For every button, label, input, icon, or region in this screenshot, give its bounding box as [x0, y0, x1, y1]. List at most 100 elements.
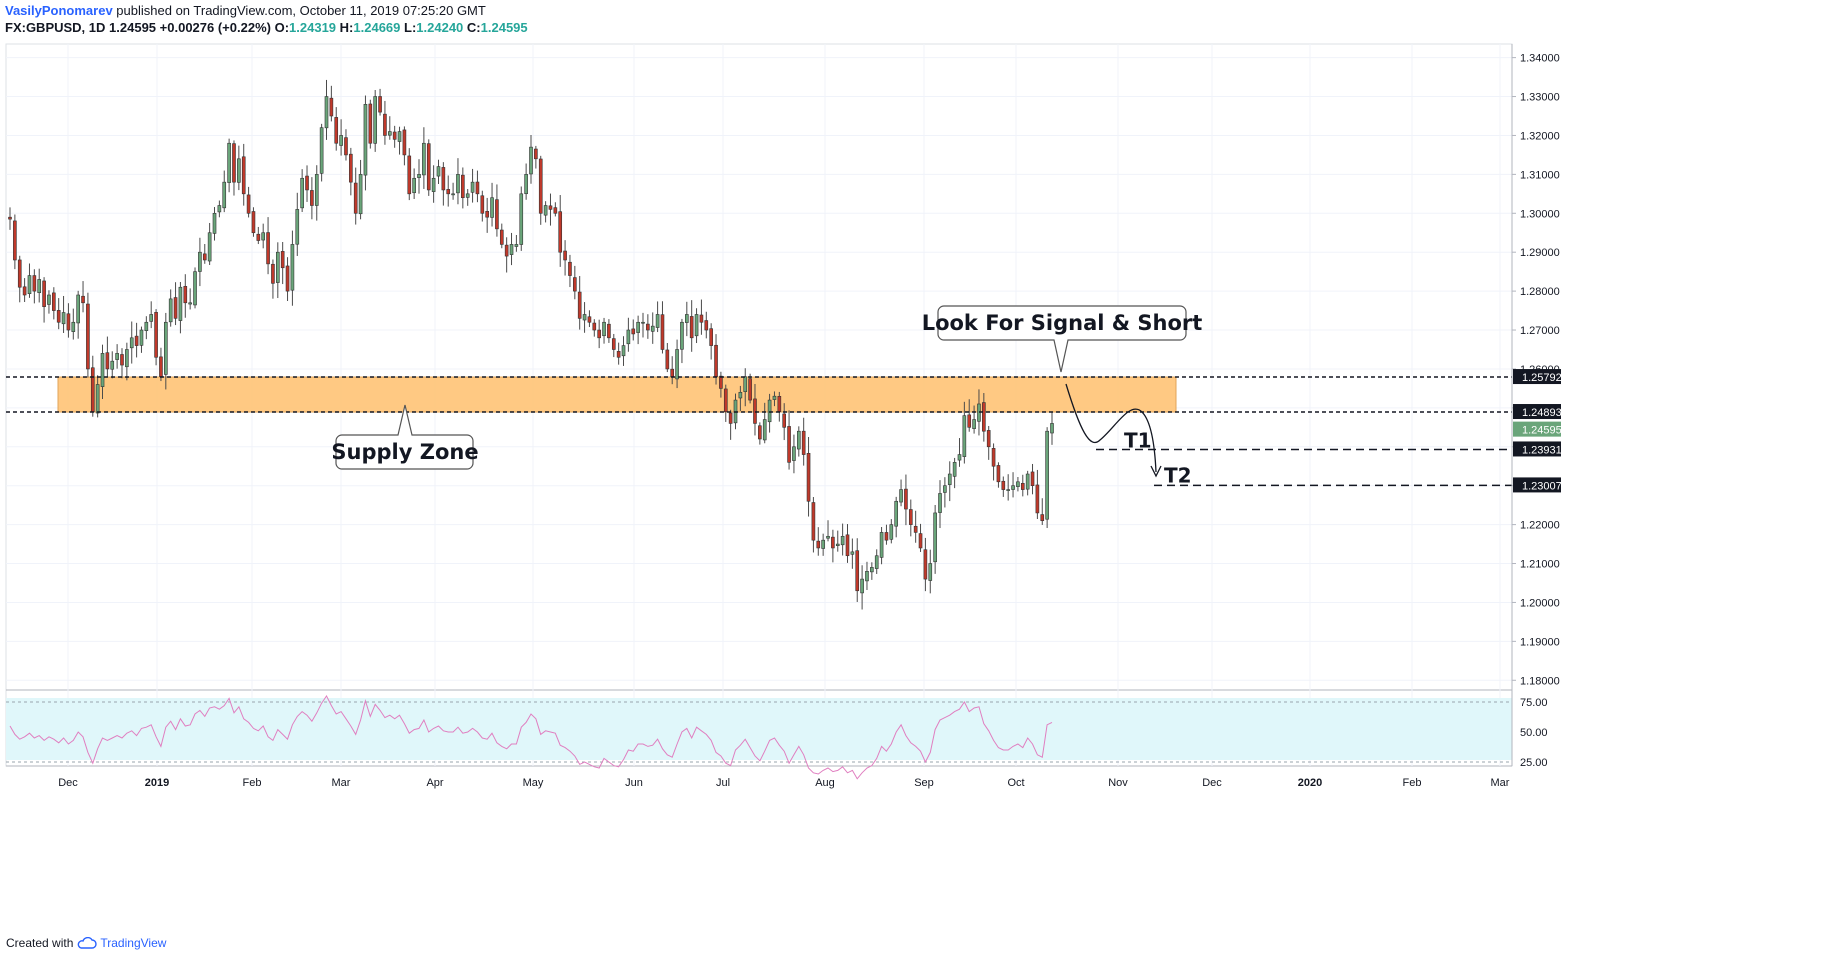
candle-body: [56, 310, 61, 323]
open-label: O:: [274, 20, 290, 35]
candle-up: [71, 308, 76, 340]
x-tick-label: Jul: [716, 777, 730, 789]
x-tick-label: 2019: [145, 777, 169, 789]
candle-body: [952, 462, 957, 477]
candle-up: [222, 170, 227, 213]
candle-body: [986, 430, 991, 448]
publish-info: published on TradingView.com, October 11…: [116, 3, 486, 18]
candle-down: [913, 510, 918, 543]
candle-body: [753, 398, 757, 424]
candle-body: [982, 402, 986, 432]
candle-up: [860, 565, 864, 610]
candle-down: [660, 301, 665, 354]
candle-down: [689, 300, 694, 352]
candle-body: [475, 181, 480, 195]
candle-up: [227, 138, 231, 193]
candle-body: [383, 113, 387, 136]
candle-body: [870, 567, 874, 573]
candle-body: [582, 314, 587, 321]
candle-body: [534, 148, 538, 160]
x-tick-label: Sep: [914, 777, 934, 789]
candle-down: [534, 145, 538, 169]
candle-down: [908, 499, 913, 537]
candle-down: [305, 165, 309, 202]
candle-up: [319, 123, 324, 182]
candle-body: [422, 142, 426, 176]
candle-up: [938, 480, 942, 529]
candle-up: [943, 477, 947, 508]
candle-down: [831, 529, 835, 563]
symbol-label[interactable]: FX:GBPUSD, 1D: [5, 20, 106, 35]
candle-up: [972, 405, 976, 434]
candle-down: [426, 139, 431, 196]
candle-body: [387, 131, 392, 136]
low-label: L:: [404, 20, 417, 35]
candle-body: [290, 244, 295, 291]
candle-body: [918, 533, 923, 549]
x-tick-label: Feb: [243, 777, 262, 789]
time-axis[interactable]: Dec 2019 Feb Mar Apr May Jun Jul Aug Sep Oct Nov Dec…: [58, 777, 1510, 789]
candle-body: [344, 137, 348, 156]
candle-down: [407, 148, 412, 201]
candle-up: [680, 318, 684, 364]
candle-down: [723, 384, 728, 422]
candle-body: [485, 211, 489, 218]
candle-body: [587, 316, 592, 323]
candle-body: [426, 143, 431, 191]
candle-body: [300, 177, 304, 209]
candle-body: [251, 211, 256, 234]
high-label: H:: [339, 20, 354, 35]
candle-up: [412, 168, 416, 199]
candle-body: [324, 96, 329, 129]
tradingview-brand[interactable]: TradingView: [77, 936, 166, 950]
candle-body: [787, 426, 791, 463]
last-price: 1.24595: [109, 20, 157, 35]
candle-body: [129, 337, 134, 349]
candle-body: [767, 399, 772, 423]
candle-body: [811, 502, 816, 541]
candle-up: [397, 126, 402, 155]
candle-down: [699, 299, 704, 335]
candle-body: [8, 216, 12, 220]
candle-body: [967, 414, 972, 428]
candle-up: [1016, 477, 1020, 492]
candle-body: [835, 543, 840, 546]
candle-up: [874, 549, 879, 574]
candle-down: [241, 143, 246, 206]
candle-body: [188, 302, 192, 305]
candle-body: [397, 131, 402, 142]
candle-body: [728, 412, 733, 424]
candle-body: [314, 174, 319, 206]
y-tick-label: 1.18000: [1520, 675, 1560, 687]
candle-down: [704, 311, 709, 339]
candle-down: [344, 129, 348, 161]
candle-body: [446, 189, 451, 195]
candle-up: [641, 312, 645, 338]
candle-body: [699, 314, 704, 323]
candle-body: [134, 335, 139, 346]
last-price-label-bg: [1513, 421, 1561, 437]
close-label: C:: [466, 20, 481, 35]
candle-down: [816, 527, 821, 556]
candle-body: [183, 285, 188, 304]
candle-down: [402, 126, 407, 166]
candle-body: [689, 316, 694, 339]
candle-up: [529, 135, 533, 184]
candle-down: [1030, 463, 1035, 495]
candle-body: [86, 303, 90, 370]
candle-body: [90, 367, 95, 413]
candle-body: [115, 353, 119, 360]
candle-down: [334, 107, 339, 151]
x-tick-label: Feb: [1403, 777, 1422, 789]
candle-body: [972, 419, 976, 429]
candle-down: [120, 348, 124, 379]
candle-up: [694, 308, 699, 344]
candle-up: [796, 426, 801, 457]
candle-up: [894, 496, 898, 538]
author-link[interactable]: VasilyPonomarev: [5, 3, 113, 18]
candle-body: [889, 524, 894, 540]
candle-down: [587, 310, 592, 328]
candle-body: [704, 320, 709, 331]
candle-body: [285, 265, 290, 292]
